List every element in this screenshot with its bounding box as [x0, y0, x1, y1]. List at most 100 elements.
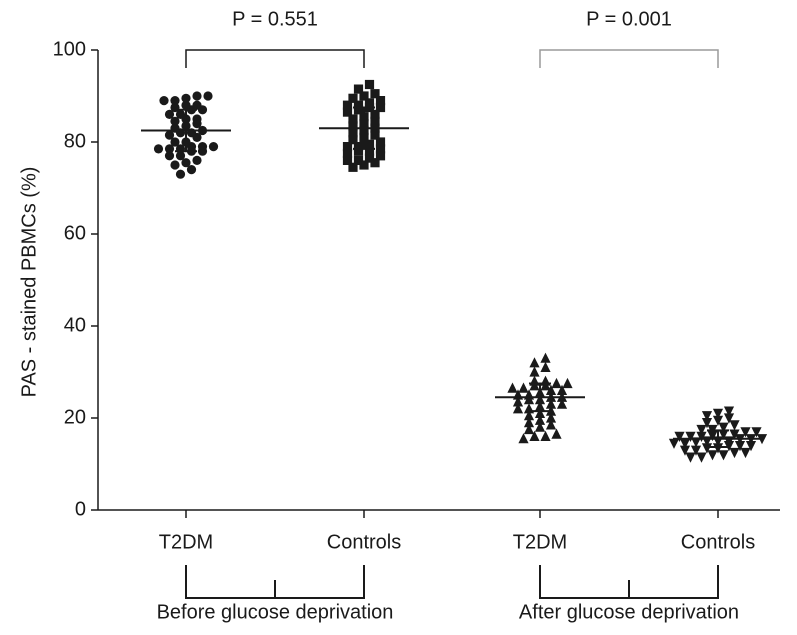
point: [729, 429, 740, 440]
group-bracket: [185, 565, 365, 599]
point: [540, 352, 551, 363]
point: [562, 377, 573, 389]
point: [534, 414, 546, 425]
point: [690, 445, 702, 456]
point: [534, 421, 546, 432]
point: [164, 130, 175, 140]
point: [375, 102, 386, 113]
error-bar: [353, 106, 375, 150]
point: [370, 116, 380, 126]
point: [348, 135, 358, 145]
point: [712, 408, 724, 419]
point: [723, 406, 735, 417]
point: [203, 91, 213, 101]
point: [353, 84, 364, 94]
x-tick-label: Controls: [327, 531, 401, 553]
point: [375, 96, 386, 106]
point: [364, 139, 375, 149]
point: [556, 384, 568, 395]
point: [181, 158, 191, 168]
point: [170, 96, 180, 106]
group-bracket: [539, 565, 719, 599]
point: [679, 445, 691, 456]
point: [364, 79, 375, 90]
point: [723, 413, 735, 424]
point: [701, 411, 713, 422]
point: [685, 431, 696, 442]
y-tick-label: 0: [75, 498, 86, 520]
point: [679, 438, 691, 449]
point: [164, 151, 175, 161]
point: [364, 98, 375, 108]
point: [529, 430, 540, 441]
group-label: After glucose deprivation: [519, 601, 739, 623]
point: [729, 447, 740, 459]
point: [359, 91, 369, 101]
point: [685, 452, 696, 463]
point: [348, 121, 358, 131]
point: [170, 116, 180, 126]
point: [192, 100, 202, 110]
point: [523, 410, 535, 421]
point: [518, 433, 529, 444]
point: [197, 142, 208, 152]
point: [348, 93, 358, 103]
y-tick-label: 60: [64, 222, 86, 244]
y-tick-label: 80: [64, 130, 86, 152]
point: [170, 160, 180, 170]
point: [192, 114, 202, 124]
point: [534, 407, 546, 418]
point: [523, 423, 535, 435]
point: [186, 165, 197, 175]
point: [734, 441, 746, 452]
point: [353, 100, 364, 110]
error-bar: [707, 429, 729, 448]
point: [375, 144, 386, 154]
point: [164, 144, 175, 154]
point: [164, 109, 175, 119]
point: [370, 158, 380, 168]
point: [545, 398, 557, 409]
point: [364, 146, 375, 156]
point: [545, 412, 557, 423]
point: [701, 418, 713, 429]
point: [523, 417, 535, 428]
point: [696, 424, 707, 436]
point: [540, 430, 551, 441]
point: [674, 431, 685, 442]
point: [370, 89, 380, 99]
point: [342, 142, 353, 152]
point: [512, 396, 524, 407]
p-value: P = 0.001: [586, 8, 672, 30]
error-bar: [529, 382, 551, 413]
point: [551, 428, 562, 439]
point: [375, 151, 386, 161]
point: [359, 160, 369, 170]
point: [153, 144, 164, 154]
point: [545, 384, 557, 395]
point: [342, 100, 353, 110]
point: [342, 155, 353, 165]
x-tick-label: T2DM: [513, 531, 567, 553]
point: [370, 130, 380, 140]
point: [370, 109, 380, 119]
point: [192, 155, 202, 165]
point: [175, 151, 186, 161]
point: [507, 382, 518, 393]
point: [529, 366, 540, 377]
point: [696, 452, 707, 463]
point: [364, 153, 375, 163]
point: [718, 450, 729, 461]
point: [712, 415, 724, 426]
point: [181, 100, 191, 110]
point: [175, 109, 186, 119]
point: [707, 450, 718, 461]
point: [751, 427, 762, 438]
point: [348, 128, 358, 138]
point: [518, 382, 529, 393]
point: [353, 146, 364, 156]
point: [690, 437, 702, 448]
point: [701, 443, 713, 454]
point: [529, 357, 540, 368]
p-bracket: [539, 49, 719, 68]
